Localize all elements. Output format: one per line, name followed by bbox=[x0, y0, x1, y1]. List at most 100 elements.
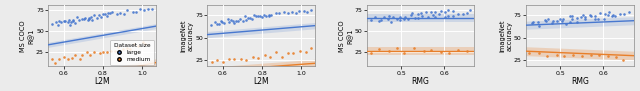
Point bbox=[543, 18, 553, 20]
Point bbox=[47, 58, 57, 59]
Point bbox=[428, 14, 438, 16]
Point bbox=[429, 11, 440, 13]
Point bbox=[576, 17, 586, 18]
Point bbox=[65, 24, 75, 25]
Point bbox=[134, 9, 145, 10]
Point bbox=[399, 18, 409, 20]
Point bbox=[60, 20, 70, 22]
Point bbox=[461, 12, 472, 13]
Point bbox=[247, 18, 257, 19]
Point bbox=[98, 52, 108, 53]
Point bbox=[53, 25, 63, 26]
Point bbox=[440, 12, 451, 13]
Point bbox=[542, 56, 552, 57]
Point bbox=[131, 12, 141, 13]
Point bbox=[51, 63, 61, 64]
Point bbox=[458, 13, 468, 14]
Point bbox=[147, 9, 157, 10]
Point bbox=[534, 25, 545, 26]
Point bbox=[567, 16, 577, 17]
Point bbox=[593, 18, 603, 19]
Point bbox=[552, 54, 563, 56]
Point bbox=[540, 19, 550, 21]
Point bbox=[133, 46, 143, 47]
Point bbox=[259, 15, 269, 16]
Point bbox=[599, 18, 609, 20]
Point bbox=[444, 53, 454, 54]
Point bbox=[593, 54, 604, 55]
Point bbox=[85, 54, 95, 55]
Point bbox=[100, 13, 110, 15]
Point bbox=[97, 16, 107, 18]
Point bbox=[528, 21, 538, 23]
Point bbox=[423, 16, 433, 18]
Point bbox=[229, 22, 239, 24]
Point bbox=[392, 48, 403, 49]
Y-axis label: MS COCO
R@1: MS COCO R@1 bbox=[20, 20, 35, 52]
Point bbox=[238, 21, 248, 22]
Point bbox=[618, 59, 628, 60]
Point bbox=[231, 20, 241, 21]
Point bbox=[586, 54, 596, 55]
Point bbox=[243, 17, 253, 19]
Point bbox=[125, 48, 135, 50]
Point bbox=[117, 48, 127, 50]
Point bbox=[417, 15, 428, 16]
Point bbox=[54, 21, 65, 22]
Point bbox=[557, 21, 567, 22]
Point bbox=[426, 49, 436, 51]
Point bbox=[577, 56, 588, 57]
Point bbox=[452, 14, 463, 15]
Point bbox=[89, 14, 99, 16]
Point bbox=[74, 20, 84, 21]
Point bbox=[59, 57, 69, 58]
Point bbox=[277, 56, 287, 58]
Point bbox=[416, 12, 426, 14]
Point bbox=[211, 23, 221, 25]
X-axis label: RMG: RMG bbox=[412, 77, 429, 86]
Point bbox=[371, 17, 381, 18]
Point bbox=[283, 52, 293, 53]
X-axis label: L2M: L2M bbox=[253, 77, 269, 86]
Point bbox=[603, 14, 613, 15]
Point bbox=[561, 23, 571, 25]
Point bbox=[115, 13, 125, 14]
Point bbox=[140, 43, 150, 44]
Point bbox=[59, 20, 69, 22]
Point bbox=[264, 15, 274, 16]
Point bbox=[294, 10, 304, 11]
Point bbox=[387, 21, 397, 23]
Point bbox=[236, 58, 246, 60]
Point bbox=[413, 18, 424, 19]
Point bbox=[65, 19, 75, 21]
Point bbox=[252, 15, 262, 16]
Point bbox=[235, 18, 245, 19]
Point bbox=[129, 43, 140, 45]
Point bbox=[383, 19, 393, 20]
Point bbox=[625, 11, 635, 12]
Point bbox=[253, 57, 263, 58]
Point bbox=[287, 11, 297, 12]
Point bbox=[217, 21, 227, 22]
Point bbox=[298, 11, 308, 12]
Point bbox=[68, 19, 78, 20]
Point bbox=[79, 19, 89, 20]
Point bbox=[223, 18, 233, 20]
Point bbox=[294, 51, 305, 52]
Point bbox=[259, 55, 269, 56]
Point bbox=[608, 14, 618, 15]
Point bbox=[107, 11, 117, 12]
Point bbox=[384, 15, 394, 17]
Point bbox=[210, 22, 220, 23]
Point bbox=[566, 19, 577, 20]
Point bbox=[572, 18, 582, 19]
Point bbox=[572, 21, 582, 22]
Point bbox=[306, 9, 316, 11]
Point bbox=[264, 56, 275, 57]
Point bbox=[392, 18, 402, 19]
Point bbox=[565, 16, 575, 17]
Point bbox=[102, 15, 112, 17]
Y-axis label: ImageNet
accuracy: ImageNet accuracy bbox=[499, 20, 513, 52]
Point bbox=[119, 13, 129, 15]
Point bbox=[84, 17, 94, 18]
